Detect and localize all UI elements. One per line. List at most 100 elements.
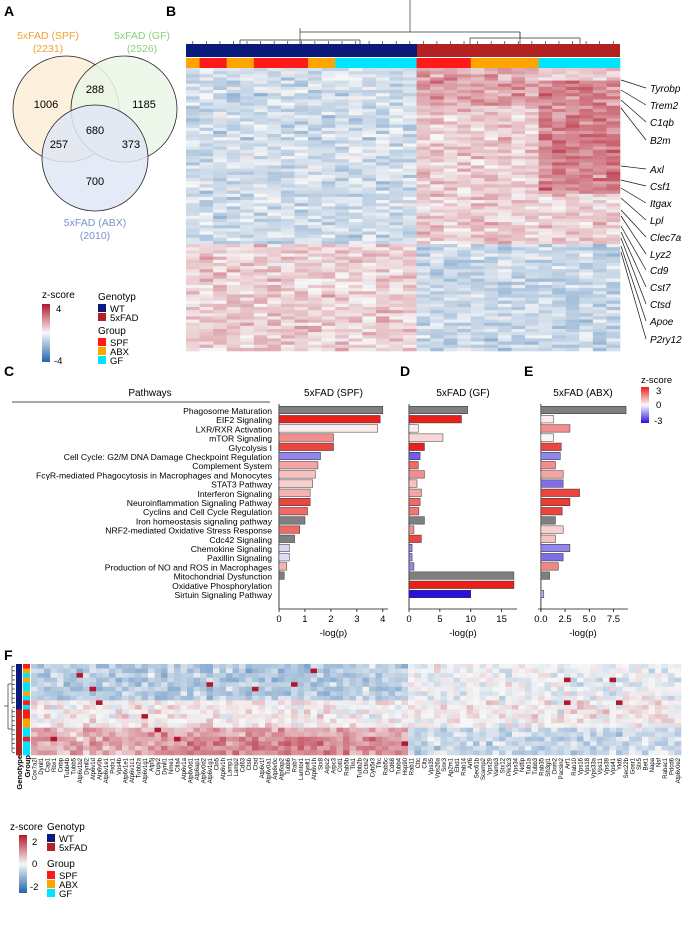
heatmap-b-cell xyxy=(552,162,567,166)
heatmap-f-cell xyxy=(213,727,220,733)
heatmap-b-cell xyxy=(308,316,322,320)
gene-label-clec7a: Clec7a xyxy=(650,233,682,244)
heatmap-b-cell xyxy=(253,86,268,91)
heatmap-b-cell xyxy=(511,222,526,226)
heatmap-b-cell xyxy=(213,259,227,264)
heatmap-b-cell xyxy=(362,127,377,132)
heatmap-f-cell xyxy=(408,682,415,688)
heatmap-f-cell xyxy=(44,695,51,701)
heatmap-f-cell xyxy=(570,718,578,724)
heatmap-b-cell xyxy=(375,124,390,129)
heatmap-f-cell xyxy=(76,664,84,669)
heatmap-b-cell xyxy=(389,341,404,346)
heatmap-b-cell xyxy=(280,209,295,213)
pathway-label: Cdc42 Signaling xyxy=(209,535,272,545)
heatmap-b-cell xyxy=(497,115,512,119)
heatmap-f-cell xyxy=(401,700,409,706)
heatmap-b-cell xyxy=(253,71,268,75)
heatmap-f-cell xyxy=(473,691,480,697)
heatmap-f-cell xyxy=(629,709,636,715)
heatmap-b-cell xyxy=(430,259,444,264)
heatmap-b-cell xyxy=(348,140,363,144)
heatmap-f-cell xyxy=(434,700,441,706)
heatmap-b-cell xyxy=(497,212,512,217)
heatmap-f-cell xyxy=(609,704,617,710)
heatmap-f-cell xyxy=(362,704,370,710)
heatmap-b-cell xyxy=(606,250,621,254)
heatmap-b-cell xyxy=(484,291,499,295)
heatmap-b-cell xyxy=(348,269,363,273)
heatmap-b-cell xyxy=(430,256,444,261)
heatmap-b-cell xyxy=(253,193,268,198)
heatmap-f-cell xyxy=(668,664,675,669)
heatmap-b-cell xyxy=(470,259,485,264)
heatmap-b-cell xyxy=(362,237,377,242)
heatmap-f-cell xyxy=(115,736,123,742)
pathway-label: Oxidative Phosphorylation xyxy=(172,581,272,591)
heatmap-f-cell xyxy=(174,714,181,719)
heatmap-f-cell xyxy=(258,677,266,683)
heatmap-b-cell xyxy=(430,127,444,132)
heatmap-b-cell xyxy=(579,102,594,107)
heatmap-f-cell xyxy=(187,673,194,678)
heatmap-f-cell xyxy=(265,673,272,678)
heatmap-b-cell xyxy=(592,152,607,157)
heatmap-f-cell xyxy=(232,664,240,669)
heatmap-f-cell xyxy=(76,704,84,710)
heatmap-f-cell xyxy=(89,682,97,688)
heatmap-f-cell xyxy=(141,695,149,701)
heatmap-f-cell xyxy=(629,695,636,701)
heatmap-b-cell xyxy=(280,269,295,273)
heatmap-b-cell xyxy=(525,83,539,88)
heatmap-f-genotype-cell xyxy=(16,723,22,728)
heatmap-f-cell xyxy=(356,682,363,688)
heatmap-f-cell xyxy=(219,686,227,692)
heatmap-f-cell xyxy=(180,723,188,728)
heatmap-b-cell xyxy=(525,190,539,195)
heatmap-b-cell xyxy=(362,284,377,289)
heatmap-f-cell xyxy=(538,704,545,710)
heatmap-f-cell xyxy=(226,723,233,728)
heatmap-f-genotype-cell xyxy=(16,704,22,710)
heatmap-b-cell xyxy=(484,102,499,107)
heatmap-f-cell xyxy=(70,673,77,678)
heatmap-b-cell xyxy=(552,272,567,276)
heatmap-f-cell xyxy=(187,700,194,706)
heatmap-f-cell xyxy=(148,691,155,697)
heatmap-b-cell xyxy=(565,328,580,333)
heatmap-b-cell xyxy=(430,294,444,298)
heatmap-f-cell xyxy=(336,686,344,692)
heatmap-b-cell xyxy=(362,332,377,336)
heatmap-b-cell xyxy=(308,288,322,292)
heatmap-f-cell xyxy=(603,723,610,728)
heatmap-b-cell xyxy=(511,200,526,204)
heatmap-b-cell xyxy=(280,225,295,229)
heatmap-b-cell xyxy=(403,140,417,144)
heatmap-f-cell xyxy=(668,704,675,710)
heatmap-b-cell xyxy=(443,335,458,339)
heatmap-b-cell xyxy=(579,234,594,239)
heatmap-b-cell xyxy=(552,146,567,151)
heatmap-b-cell xyxy=(348,240,363,245)
heatmap-b-cell xyxy=(280,275,295,279)
heatmap-b-cell xyxy=(308,215,322,220)
heatmap-f-cell xyxy=(642,700,649,706)
bar xyxy=(408,525,415,534)
heatmap-b-cell xyxy=(579,108,594,113)
heatmap-f-cell xyxy=(63,664,71,669)
heatmap-b-cell xyxy=(321,162,336,166)
gene-label-connector xyxy=(620,225,647,271)
heatmap-f-cell xyxy=(317,732,324,738)
heatmap-f-cell xyxy=(349,736,357,742)
heatmap-b-cell xyxy=(375,134,390,138)
heatmap-f-cell xyxy=(219,695,227,701)
heatmap-f-cell xyxy=(486,691,493,697)
heatmap-f-cell xyxy=(154,686,162,692)
heatmap-b-cell xyxy=(280,121,295,125)
bar xyxy=(408,590,471,598)
heatmap-b-cell xyxy=(213,215,227,220)
heatmap-b-cell xyxy=(552,212,567,217)
heatmap-f-cell xyxy=(83,700,90,706)
heatmap-b-cell xyxy=(280,215,295,220)
heatmap-f-cell xyxy=(622,686,630,692)
